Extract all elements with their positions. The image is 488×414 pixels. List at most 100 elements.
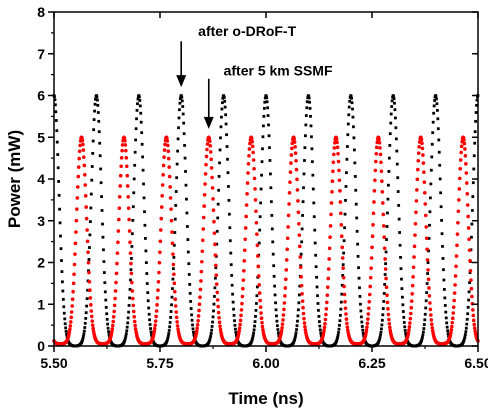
data-point	[81, 142, 85, 147]
data-point	[54, 119, 58, 122]
data-point	[207, 139, 212, 144]
data-point	[274, 308, 278, 312]
data-point	[474, 119, 478, 123]
data-point	[123, 143, 128, 147]
data-point	[427, 249, 430, 253]
data-point	[124, 334, 128, 338]
data-point	[359, 309, 363, 313]
data-point	[300, 299, 305, 303]
data-point	[280, 325, 284, 330]
data-point	[147, 306, 151, 310]
data-point	[260, 324, 265, 329]
data-point	[182, 121, 186, 125]
data-point	[173, 289, 177, 294]
data-point	[188, 291, 192, 295]
data-point	[83, 194, 88, 198]
data-point	[168, 321, 172, 324]
data-point	[345, 157, 349, 161]
data-point	[470, 222, 474, 226]
data-point	[185, 211, 189, 215]
data-point	[127, 217, 131, 222]
data-point	[385, 225, 389, 228]
data-point	[90, 323, 95, 328]
data-point	[435, 108, 439, 112]
data-point	[129, 271, 134, 276]
data-point	[337, 327, 341, 331]
data-point	[379, 169, 384, 174]
data-point	[95, 98, 99, 102]
data-point	[265, 100, 269, 104]
data-point	[429, 313, 433, 317]
data-point	[459, 150, 463, 155]
data-point	[180, 99, 184, 103]
data-point	[283, 286, 288, 290]
data-point	[402, 321, 406, 324]
data-point	[268, 146, 271, 150]
data-point	[99, 181, 103, 185]
data-point	[166, 149, 171, 154]
data-point	[230, 283, 234, 287]
data-point	[463, 337, 466, 341]
data-point	[237, 326, 242, 330]
data-point	[250, 338, 254, 341]
data-point	[112, 303, 117, 308]
data-point	[169, 218, 174, 223]
data-point	[296, 319, 299, 323]
data-point	[64, 326, 68, 330]
data-point	[381, 201, 385, 205]
data-point	[341, 266, 345, 270]
data-point	[245, 181, 250, 185]
data-point	[241, 278, 246, 282]
data-point	[68, 327, 72, 332]
data-point	[258, 305, 263, 309]
data-point	[220, 115, 223, 119]
data-point	[294, 158, 298, 163]
data-point	[257, 283, 262, 287]
y-tick-label: 7	[37, 46, 45, 62]
data-point	[222, 96, 226, 99]
data-point	[384, 285, 389, 290]
data-point	[361, 328, 365, 332]
data-point	[253, 324, 256, 328]
data-point	[424, 306, 428, 310]
data-point	[442, 278, 446, 282]
data-point	[281, 313, 286, 317]
data-point	[338, 319, 342, 323]
data-point	[336, 336, 339, 339]
data-point	[114, 280, 118, 285]
data-point	[145, 272, 149, 275]
data-point	[140, 142, 144, 146]
data-point	[428, 223, 431, 227]
data-point	[149, 330, 153, 334]
data-point	[319, 331, 323, 335]
data-point	[131, 205, 135, 209]
data-point	[228, 239, 232, 243]
data-point	[468, 271, 472, 274]
data-point	[88, 288, 92, 293]
data-point	[325, 300, 329, 305]
data-point	[466, 312, 470, 316]
data-point	[140, 131, 144, 135]
data-point	[308, 100, 311, 104]
data-point	[104, 305, 108, 309]
data-point	[82, 163, 87, 168]
data-point	[292, 140, 297, 144]
data-point	[380, 179, 384, 184]
data-point	[354, 188, 358, 192]
data-point	[414, 210, 418, 215]
data-point	[181, 112, 185, 116]
data-point	[439, 191, 443, 195]
data-point	[163, 142, 167, 147]
data-point	[371, 223, 375, 227]
data-point	[213, 276, 217, 280]
data-point	[431, 120, 435, 124]
data-point	[428, 301, 432, 305]
data-point	[467, 248, 472, 253]
data-point	[132, 177, 136, 181]
data-point	[166, 336, 170, 340]
data-point	[337, 178, 342, 183]
data-point	[227, 185, 230, 188]
data-point	[218, 327, 223, 332]
data-point	[310, 160, 314, 164]
data-point	[289, 161, 293, 165]
